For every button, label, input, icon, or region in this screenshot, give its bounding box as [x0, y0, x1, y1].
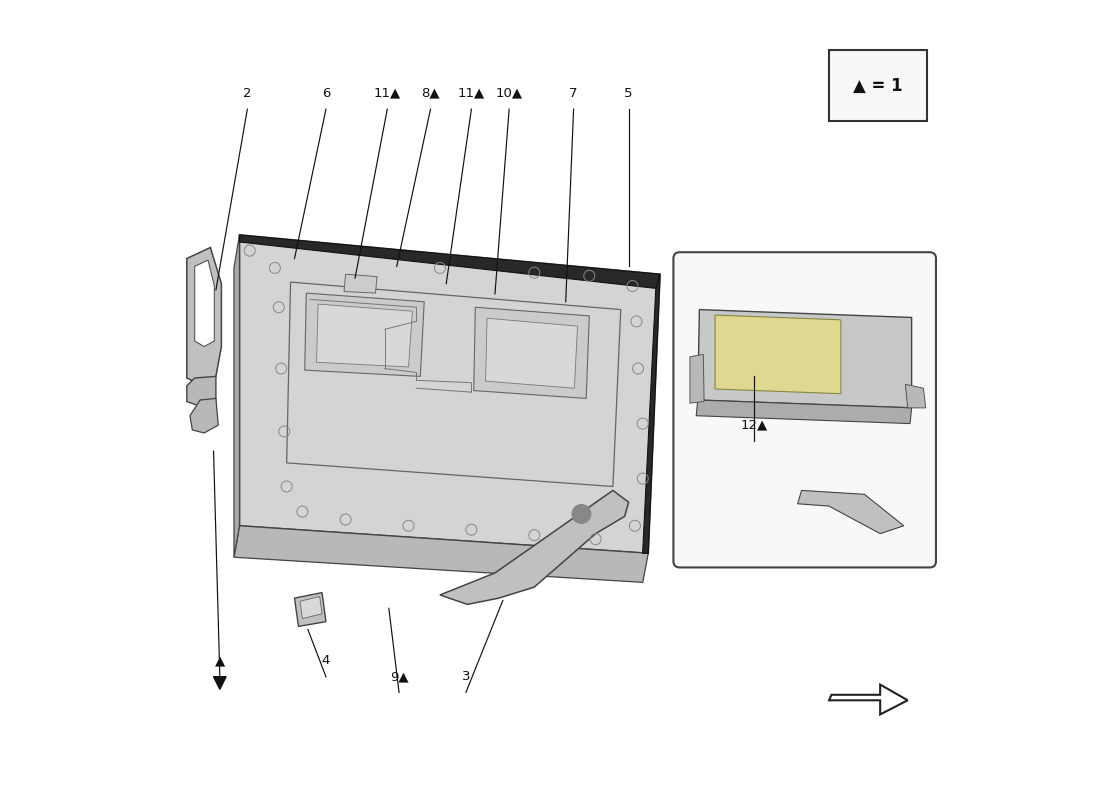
Text: 9▲: 9▲ [389, 670, 408, 683]
Polygon shape [696, 400, 912, 423]
Polygon shape [317, 304, 412, 367]
Text: 6: 6 [322, 86, 330, 100]
Polygon shape [440, 490, 628, 604]
Text: a passion for parts since 1982: a passion for parts since 1982 [360, 413, 614, 544]
Polygon shape [187, 247, 221, 386]
Polygon shape [187, 377, 216, 406]
Text: 11▲: 11▲ [458, 86, 485, 100]
FancyBboxPatch shape [673, 252, 936, 567]
Text: 8▲: 8▲ [421, 86, 440, 100]
Text: 10▲: 10▲ [496, 86, 522, 100]
Polygon shape [474, 307, 590, 398]
Text: 11▲: 11▲ [374, 86, 400, 100]
Polygon shape [344, 274, 377, 293]
FancyBboxPatch shape [829, 50, 927, 121]
Polygon shape [715, 315, 840, 394]
Text: 4: 4 [322, 654, 330, 667]
Polygon shape [305, 293, 425, 377]
Text: e: e [381, 325, 531, 538]
Polygon shape [829, 685, 907, 714]
Polygon shape [905, 384, 926, 408]
Circle shape [572, 505, 591, 523]
Text: ▲ = 1: ▲ = 1 [854, 77, 903, 94]
Text: 12▲: 12▲ [740, 418, 768, 431]
Polygon shape [300, 597, 322, 618]
Polygon shape [240, 235, 660, 288]
Text: 7: 7 [570, 86, 578, 100]
Polygon shape [213, 677, 227, 690]
Polygon shape [642, 274, 660, 554]
Polygon shape [485, 318, 578, 388]
Polygon shape [234, 235, 240, 558]
Text: 5: 5 [625, 86, 632, 100]
Text: 3: 3 [462, 670, 470, 683]
Polygon shape [690, 354, 704, 403]
Polygon shape [295, 593, 326, 626]
Text: 2: 2 [243, 86, 252, 100]
Polygon shape [798, 490, 904, 534]
Text: ▲: ▲ [214, 654, 225, 667]
Polygon shape [190, 398, 218, 433]
Polygon shape [195, 260, 214, 346]
Polygon shape [697, 310, 912, 408]
Polygon shape [234, 526, 648, 582]
Polygon shape [240, 235, 660, 554]
